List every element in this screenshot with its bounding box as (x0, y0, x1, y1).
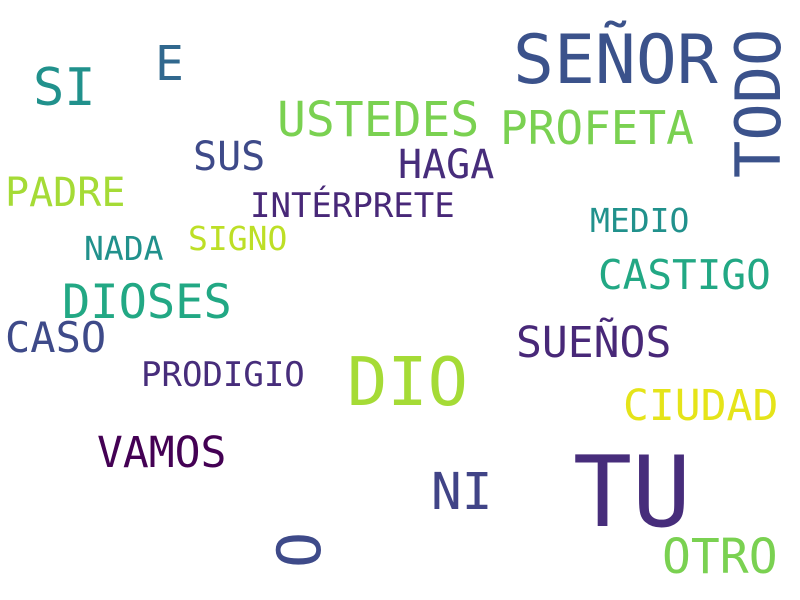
word-interprete: INTÉRPRETE (250, 186, 455, 226)
word-profeta: PROFETA (500, 101, 694, 155)
word-prodigio: PRODIGIO (141, 355, 305, 395)
word-signo: SIGNO (188, 219, 288, 258)
word-otro: OTRO (662, 529, 778, 585)
word-ciudad: CIUDAD (623, 381, 779, 431)
word-padre: PADRE (5, 170, 126, 216)
word-suenos: SUEÑOS (516, 318, 672, 368)
word-todo: TODO (722, 28, 795, 178)
word-dioses: DIOSES (62, 275, 232, 330)
word-ustedes: USTEDES (277, 92, 480, 148)
word-sus: SUS (193, 134, 266, 180)
word-castigo: CASTIGO (598, 251, 771, 299)
word-caso: CASO (5, 313, 107, 362)
word-si: SI (33, 58, 96, 118)
word-ni: NI (431, 463, 493, 522)
word-vamos: VAMOS (97, 428, 227, 478)
word-e: E (155, 36, 184, 92)
word-senor: SEÑOR (513, 21, 718, 100)
word-dio: DIO (347, 343, 469, 421)
word-haga: HAGA (398, 142, 495, 188)
word-o: O (265, 531, 335, 568)
word-tu: TU (573, 436, 692, 550)
word-medio: MEDIO (590, 201, 690, 240)
word-nada: NADA (84, 229, 164, 268)
